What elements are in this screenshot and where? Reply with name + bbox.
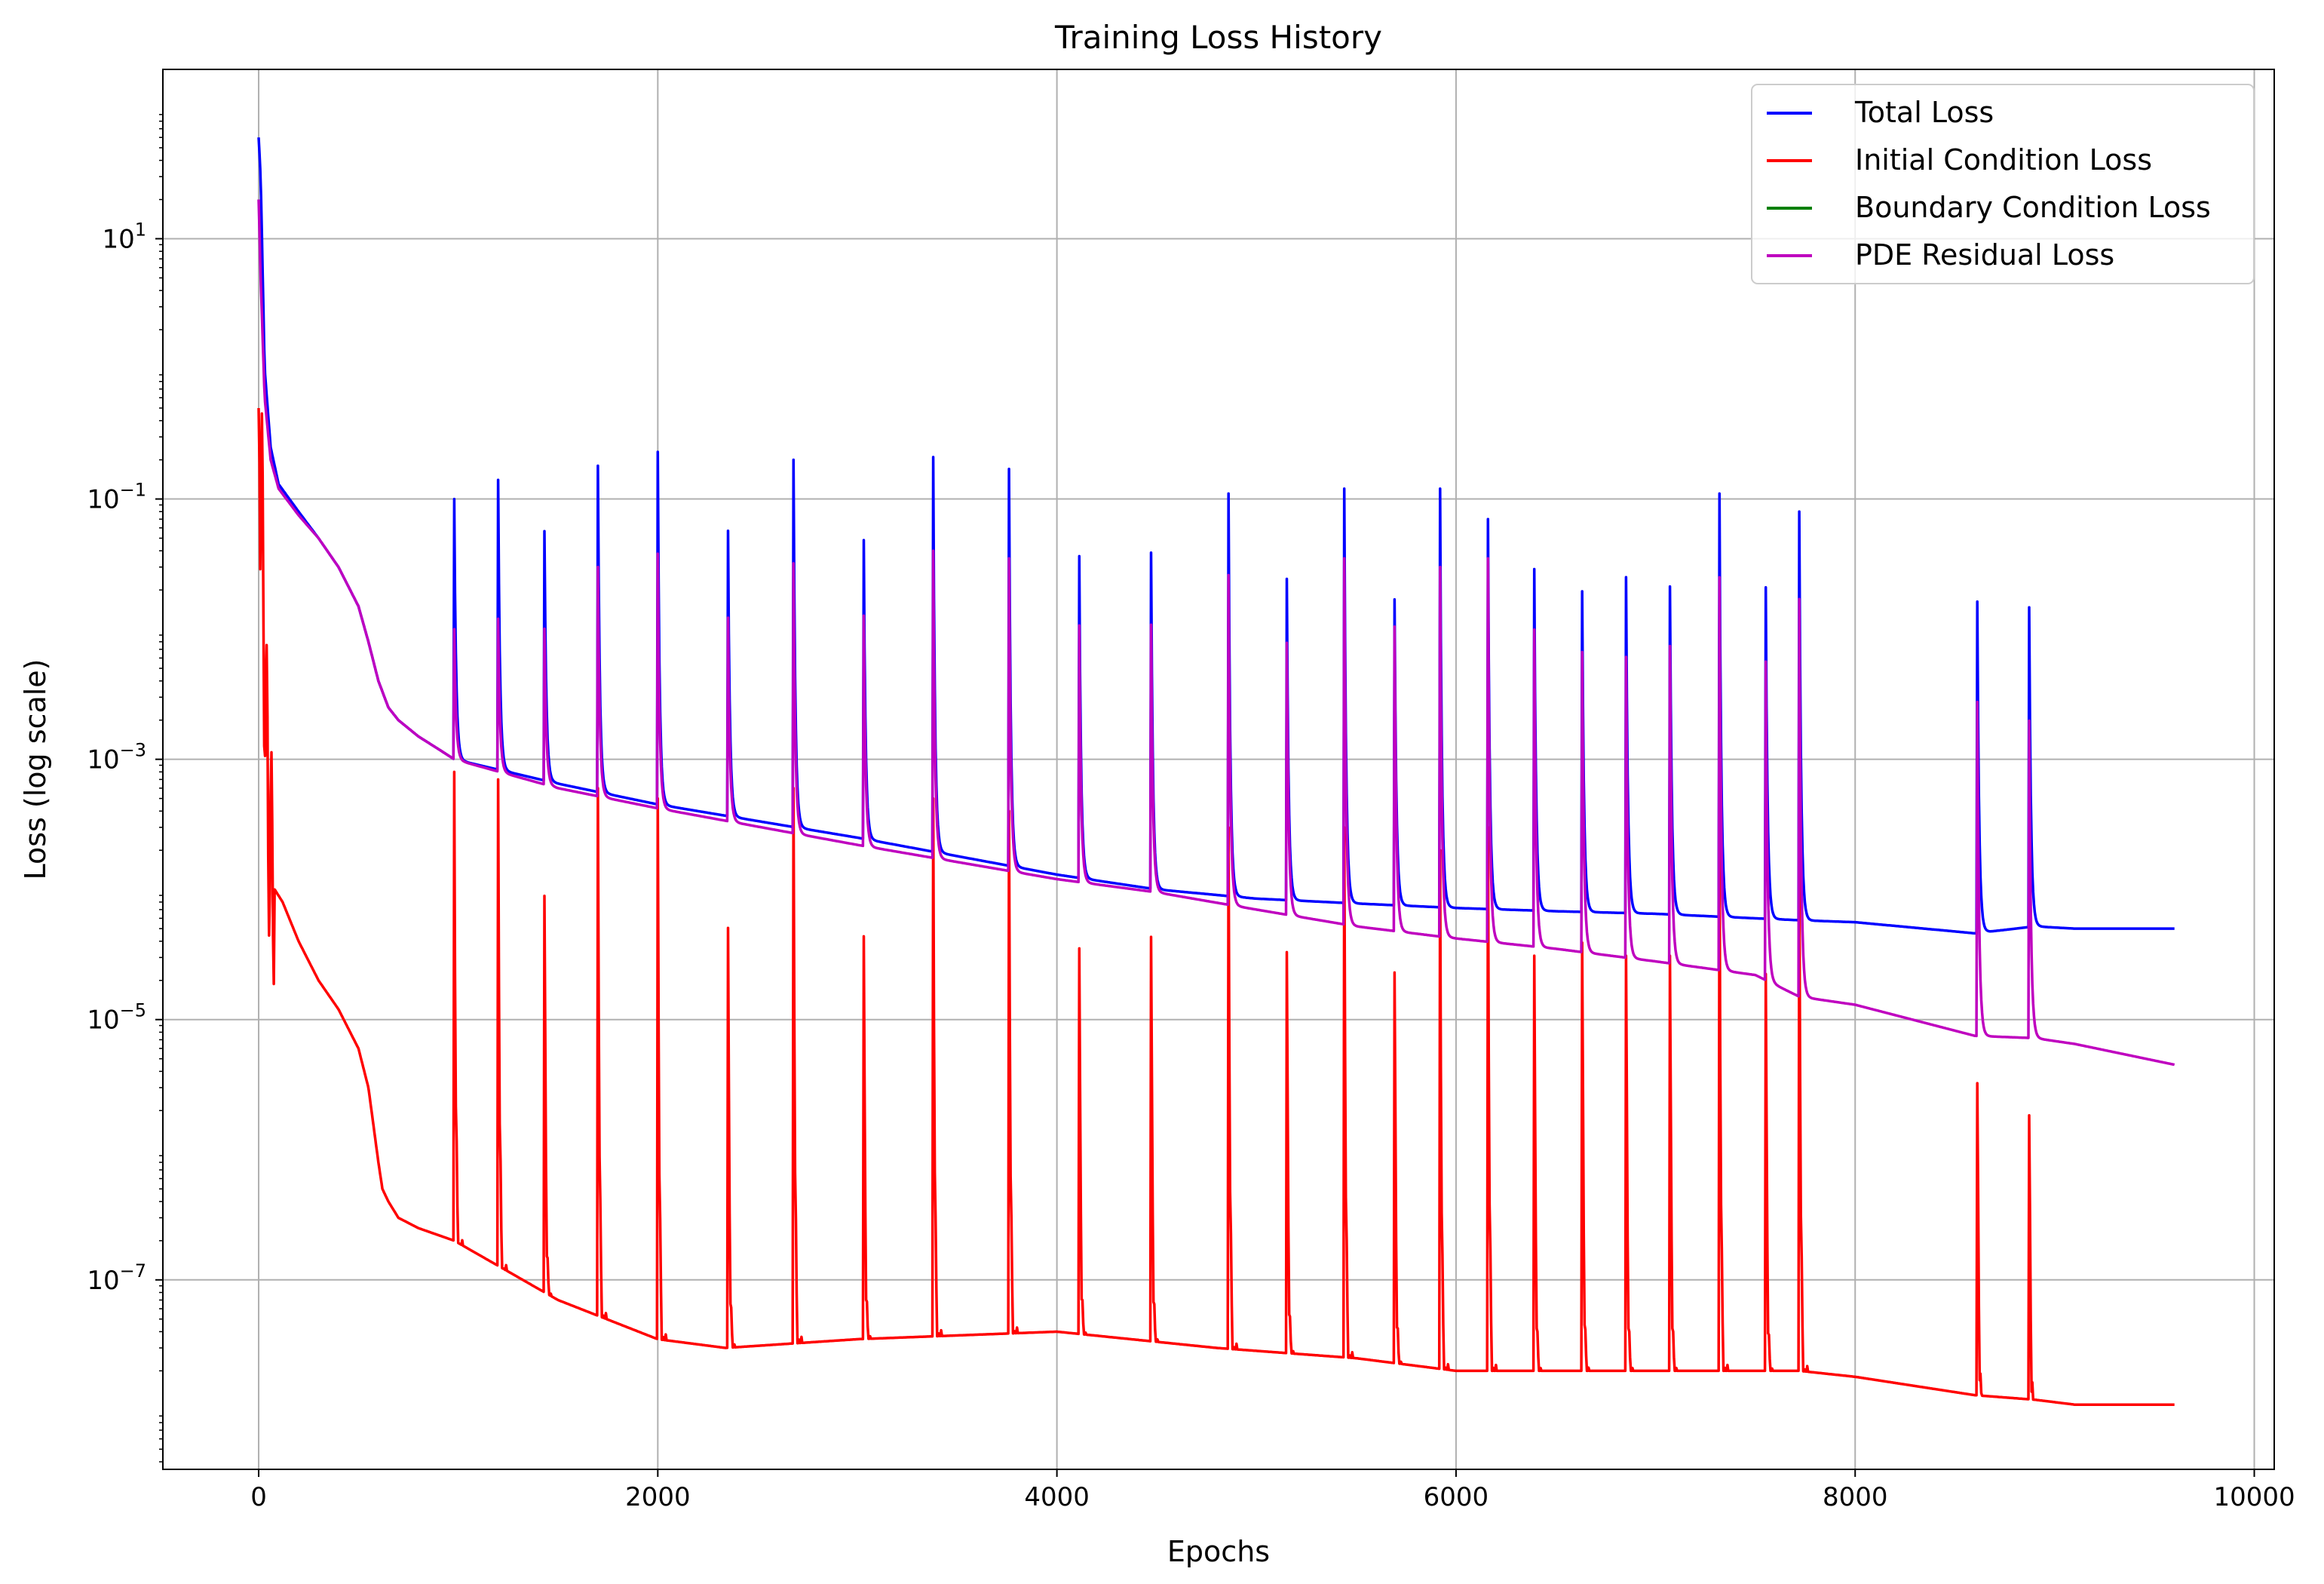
legend-entry: PDE Residual Loss [1767,238,2114,272]
x-tick-label: 2000 [625,1482,691,1512]
x-axis-label: Epochs [1167,1535,1270,1568]
y-tick-label: 10−7 [87,1260,146,1296]
series-line-pde-residual-loss [257,199,2175,1067]
legend-box [1751,84,2255,284]
x-tick-label: 4000 [1024,1482,1090,1512]
legend: Total Loss Initial Condition Loss Boundary… [1751,84,2255,284]
series-line-total-loss [257,137,2175,935]
y-tick-label: 10−1 [87,480,146,515]
y-tick-label: 10−5 [87,1000,146,1036]
axes-frame [162,69,2275,1470]
y-tick-label: 101 [102,219,146,254]
legend-entry: Initial Condition Loss [1767,143,2152,177]
x-tick-label: 10000 [2213,1482,2295,1512]
legend-entry: Total Loss [1767,96,1994,129]
y-tick-label: 10−3 [87,740,146,775]
x-tick-label: 0 [250,1482,267,1512]
legend-label: Boundary Condition Loss [1855,191,2211,224]
chart-title: Training Loss History [1054,19,1382,56]
legend-label: Initial Condition Loss [1855,143,2152,177]
legend-label: PDE Residual Loss [1855,238,2114,272]
series-line-initial-condition-loss [257,407,2175,1406]
legend-entry: Boundary Condition Loss [1767,191,2211,224]
x-tick-label: 6000 [1424,1482,1489,1512]
x-tick-label: 8000 [1823,1482,1888,1512]
y-axis-label: Loss (log scale) [19,659,52,880]
series-lines [257,137,2175,1406]
legend-label: Total Loss [1854,96,1994,129]
plot-area [163,69,2274,1469]
axis-ticks: 0 2000 4000 6000 8000 10000 101 10−1 10−3 10−5 10−… [87,114,2295,1512]
